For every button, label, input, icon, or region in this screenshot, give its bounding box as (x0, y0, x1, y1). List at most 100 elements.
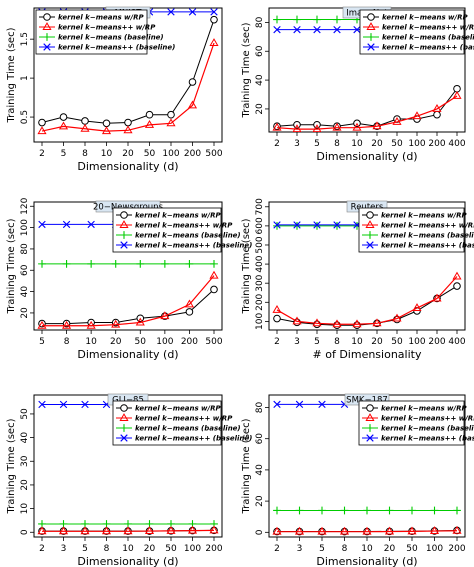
data-point-triangle-marker (209, 38, 219, 47)
legend-label: kernel k−means++ (baseline) (382, 44, 474, 52)
data-point-plus-marker (293, 221, 301, 230)
x-tick-label: 200 (205, 544, 222, 554)
data-point-triangle-marker (209, 525, 219, 534)
data-point-triangle-marker (184, 299, 194, 308)
data-point-triangle-marker (166, 525, 176, 534)
legend-cross-marker (120, 241, 128, 249)
x-tick-label: 8 (104, 544, 110, 554)
x-tick-label: 100 (408, 337, 425, 347)
data-point-circle-marker (102, 119, 111, 128)
chart-panel-1: 2 5 8 10 20 50 100 200 500 0.5 1 1.5 Dimensionality … (6, 6, 223, 173)
x-tick-label: 400 (448, 139, 465, 149)
legend-label: kernel k−means++ (baseline) (381, 242, 474, 250)
data-point-triangle-marker (58, 121, 69, 130)
data-point-circle-marker (433, 110, 441, 119)
x-tick-label: 3 (294, 139, 300, 149)
data-point-plus-marker (453, 506, 461, 515)
data-point-triangle-marker (62, 320, 72, 329)
data-point-triangle-marker (58, 526, 69, 535)
legend: kernel k−means w/RP kernel k−means++ w/RP… (112, 400, 252, 446)
y-tick-label: 10 (20, 503, 30, 515)
chart-title: 20−Newsgroups (93, 202, 164, 212)
legend-triangle-marker (365, 220, 375, 228)
legend-label: kernel k−means (baseline) (381, 425, 474, 433)
data-point-triangle-marker (412, 303, 422, 312)
data-point-triangle-marker (209, 270, 219, 279)
legend-cross-marker (366, 241, 374, 249)
data-point-cross-marker (318, 400, 326, 409)
y-tick-label: 60 (20, 264, 30, 276)
x-tick-label: 200 (181, 337, 198, 347)
legend-circle-marker (367, 13, 375, 21)
data-point-plus-marker (313, 15, 321, 24)
data-point-cross-marker (81, 400, 89, 409)
x-tick-label: 10 (85, 337, 97, 347)
data-point-triangle-marker (312, 318, 322, 327)
y-tick-label: 60 (255, 433, 265, 445)
y-tick-label: 40 (20, 286, 30, 298)
data-point-circle-marker (273, 314, 281, 323)
x-tick-label: 200 (428, 337, 445, 347)
data-point-triangle-marker (135, 317, 145, 326)
x-tick-label: 2 (39, 149, 45, 159)
x-tick-label: 20 (110, 337, 122, 347)
data-point-circle-marker (210, 285, 218, 294)
data-point-plus-marker (136, 259, 145, 268)
data-point-triangle-marker (372, 318, 382, 327)
y-tick-label: 30 (20, 455, 30, 467)
data-point-cross-marker (333, 25, 341, 34)
legend-plus-marker (43, 33, 51, 41)
data-point-triangle-marker (332, 122, 342, 131)
data-point-plus-marker (273, 15, 281, 24)
data-point-triangle-marker (292, 124, 302, 132)
legend-cross-marker (366, 434, 374, 442)
legend-plus-marker (120, 424, 128, 432)
y-tick-label: 400 (255, 255, 265, 272)
data-point-plus-marker (385, 506, 394, 515)
x-axis-label: Dimensionality (d) (316, 555, 417, 567)
y-tick-label: 100 (20, 219, 30, 236)
data-point-plus-marker (293, 15, 301, 24)
x-tick-label: 500 (205, 149, 222, 159)
chart-panel-3: 5 8 10 20 50 100 200 500 20 40 60 80 100 120 Dimension… (6, 197, 252, 361)
chart-title: SMK−187 (346, 395, 388, 405)
x-tick-label: 5 (61, 149, 67, 159)
y-tick-label: 60 (255, 45, 265, 57)
data-point-cross-marker (87, 220, 95, 229)
x-tick-label: 5 (319, 544, 325, 554)
data-point-triangle-marker (160, 311, 170, 320)
legend-label: kernel k−means++ w/RP (381, 222, 474, 230)
data-point-triangle-marker (101, 126, 112, 135)
data-point-cross-marker (38, 220, 46, 229)
y-tick-label: 1 (20, 75, 30, 81)
data-point-cross-marker (313, 221, 321, 229)
data-point-plus-marker (340, 506, 349, 515)
series-line-1 (276, 88, 458, 127)
legend-triangle-marker (366, 22, 376, 30)
legend-label: kernel k−means (baseline) (135, 232, 241, 240)
data-point-triangle-marker (429, 526, 440, 535)
chart-title: Reuters (351, 202, 384, 212)
data-point-plus-marker (363, 506, 371, 515)
data-point-triangle-marker (123, 526, 133, 535)
y-tick-label: 600 (255, 217, 265, 234)
legend: kernel k−means w/RP kernel k−means++ w/RP… (358, 400, 474, 446)
x-tick-label: 200 (184, 149, 201, 159)
y-tick-label: 40 (255, 464, 265, 476)
legend-label: kernel k−means (baseline) (381, 232, 474, 240)
data-point-cross-marker (62, 220, 71, 229)
x-tick-label: 50 (391, 139, 403, 149)
x-tick-label: 20 (371, 337, 383, 347)
data-point-circle-marker (167, 110, 175, 119)
legend-circle-marker (120, 211, 128, 219)
data-point-cross-marker (273, 400, 281, 409)
x-tick-label: 100 (426, 544, 443, 554)
legend-triangle-marker (42, 22, 52, 30)
data-point-triangle-marker (452, 525, 462, 534)
series-line-2 (41, 42, 215, 132)
data-point-triangle-marker (86, 320, 96, 329)
data-point-triangle-marker (352, 122, 362, 131)
x-tick-label: 3 (297, 544, 303, 554)
x-tick-label: 10 (351, 139, 363, 149)
legend-cross-marker (120, 434, 128, 442)
